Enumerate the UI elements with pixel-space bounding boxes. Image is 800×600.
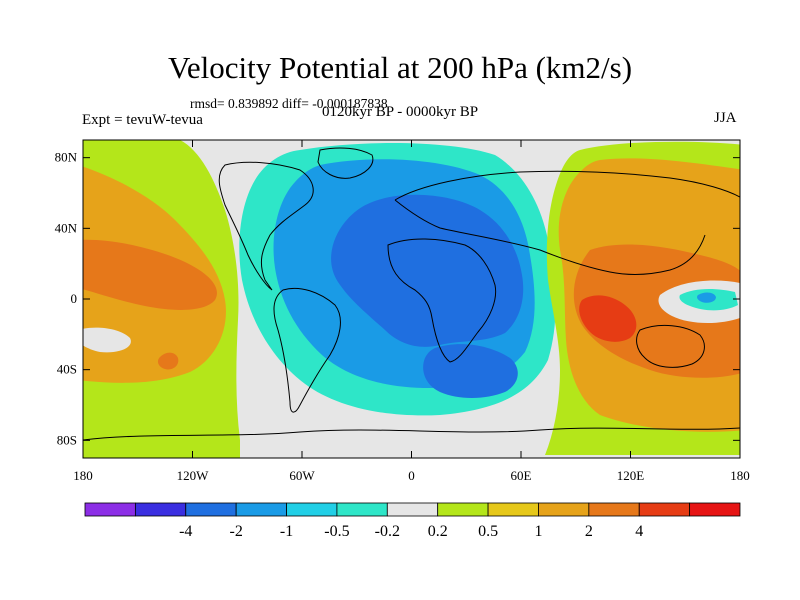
region-peak-positive bbox=[579, 295, 637, 342]
rmsd-diff-subtitle: rmsd= 0.839892 diff= -0.000187838 bbox=[190, 96, 388, 111]
colorbar-label: -4 bbox=[179, 523, 192, 540]
coastline-south-america bbox=[273, 287, 341, 413]
region-strong-positive-east bbox=[573, 244, 740, 378]
colorbar-label: 2 bbox=[585, 523, 593, 540]
colorbar-swatch bbox=[487, 502, 539, 517]
coastline-africa bbox=[387, 238, 497, 363]
colorbar-swatch bbox=[538, 502, 590, 517]
chart-title: Velocity Potential at 200 hPa (km2/s) bbox=[167, 50, 633, 85]
colorbar-label: -1 bbox=[280, 523, 293, 540]
x-tick-label: 120W bbox=[177, 468, 210, 483]
y-tick-label: 40N bbox=[55, 220, 78, 235]
region-west-pacific-core bbox=[697, 292, 716, 303]
season-label: JJA bbox=[714, 110, 737, 126]
colorbar-label: 0.5 bbox=[478, 523, 498, 540]
region-strong-negative-south bbox=[423, 344, 518, 398]
colorbar-swatch bbox=[689, 502, 741, 517]
filled-contour-field bbox=[83, 140, 740, 458]
region-strong-negative bbox=[331, 194, 524, 347]
x-tick-label: 0 bbox=[408, 468, 415, 483]
y-tick-label: 40S bbox=[57, 362, 77, 377]
coastline-australia bbox=[636, 325, 705, 368]
colorbar-label: 1 bbox=[534, 523, 542, 540]
x-tick-label: 180 bbox=[730, 468, 750, 483]
axis-ticks: 80N 40N 0 40S 80S 180 120W 60W 0 60E 120E 180 bbox=[55, 140, 750, 483]
colorbar-swatch bbox=[185, 502, 237, 517]
colorbar-swatch bbox=[386, 502, 439, 517]
colorbar: -4 -2 -1 -0.5 -0.2 0.2 0.5 1 2 4 bbox=[84, 502, 741, 540]
coastlines bbox=[83, 147, 740, 441]
colorbar-swatch bbox=[134, 502, 187, 517]
colorbar-label: -0.2 bbox=[375, 523, 400, 540]
colorbar-swatch bbox=[235, 502, 287, 517]
coastline-greenland bbox=[317, 147, 374, 179]
colorbar-swatch bbox=[286, 502, 338, 517]
experiment-label: Expt = tevuW-tevua bbox=[82, 112, 203, 128]
colorbar-swatch bbox=[84, 502, 136, 517]
region-strong-positive-west bbox=[83, 239, 217, 310]
region-west-neutral-south bbox=[83, 327, 131, 353]
colorbar-label: -2 bbox=[229, 523, 242, 540]
x-tick-label: 180 bbox=[73, 468, 93, 483]
colorbar-swatch bbox=[437, 502, 489, 517]
y-tick-label: 80N bbox=[55, 150, 78, 165]
period-label: 0120kyr BP - 0000kyr BP bbox=[322, 104, 479, 120]
coastline-north-america bbox=[218, 161, 314, 291]
y-tick-label: 0 bbox=[71, 291, 78, 306]
x-tick-label: 120E bbox=[617, 468, 645, 483]
x-tick-label: 60E bbox=[511, 468, 532, 483]
region-west-blob bbox=[157, 352, 179, 370]
colorbar-swatch bbox=[638, 502, 691, 517]
y-tick-label: 80S bbox=[57, 432, 77, 447]
x-tick-label: 60W bbox=[289, 468, 315, 483]
colorbar-label: 0.2 bbox=[428, 523, 448, 540]
coastline-antarctica bbox=[83, 427, 740, 441]
coastline-eurasia bbox=[394, 170, 740, 275]
colorbar-label: -0.5 bbox=[324, 523, 349, 540]
colorbar-label: 4 bbox=[635, 523, 643, 540]
colorbar-swatch bbox=[588, 502, 640, 517]
colorbar-swatch bbox=[336, 502, 388, 517]
